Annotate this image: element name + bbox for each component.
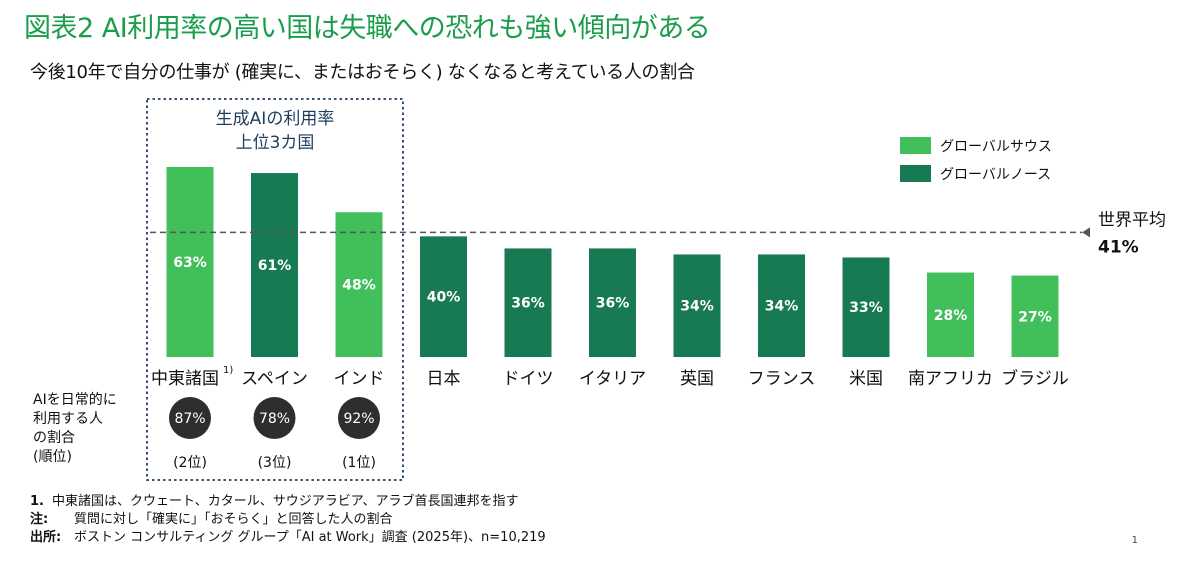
bar-value-label: 33%	[849, 300, 883, 316]
footnote-row: 1. 中東諸国は、クウェート、カタール、サウジアラビア、アラブ首長国連邦を指す	[30, 493, 546, 511]
world-average-line: 世界平均 41%	[150, 210, 1166, 257]
footnote-key: 出所:	[30, 530, 62, 545]
bar-value-label: 28%	[934, 308, 968, 324]
bar-value-label: 27%	[1018, 309, 1052, 325]
category-label: 南アフリカ	[908, 369, 993, 389]
bar-value-label: 48%	[342, 278, 376, 294]
bar-4	[420, 236, 467, 357]
category-label: インド	[334, 369, 385, 389]
bar-2	[251, 173, 298, 357]
footnote-text: ボストン コンサルティング グループ「AI at Work」調査 (2025年)…	[74, 530, 546, 545]
bar-value-label: 36%	[511, 296, 545, 312]
bar-9	[842, 257, 890, 357]
bar-11	[1011, 275, 1059, 357]
bar-value-label: 40%	[427, 290, 461, 306]
footnotes: 1. 中東諸国は、クウェート、カタール、サウジアラビア、アラブ首長国連邦を指す 注:…	[30, 493, 546, 547]
category-label: ドイツ	[503, 369, 554, 389]
legend-swatch-south	[900, 137, 931, 154]
usage-value: 87%	[174, 411, 205, 427]
reference-arrow-icon	[1082, 227, 1090, 238]
highlight-box	[146, 98, 404, 481]
footnote-row: 注: 質問に対し「確実に」「おそらく」と回答した人の割合	[30, 511, 546, 529]
category-label: 日本	[427, 369, 461, 389]
highlight-box-label-line2: 上位3カ国	[236, 133, 315, 153]
bar-value-label: 34%	[680, 299, 714, 315]
category-label: フランス	[748, 369, 816, 389]
usage-rank: (1位)	[342, 455, 376, 471]
bar-7	[673, 254, 721, 357]
category-label: 中東諸国	[151, 369, 219, 389]
category-label: ブラジル	[1001, 368, 1069, 389]
legend-label-north: グローバルノース	[940, 167, 1051, 183]
category-label: 米国	[849, 369, 883, 389]
usage-circle	[338, 397, 380, 439]
highlight-box-label-line1: 生成AIの利用率	[216, 109, 335, 129]
bar-3	[335, 212, 383, 357]
footnote-row: 出所: ボストン コンサルティング グループ「AI at Work」調査 (202…	[30, 529, 546, 547]
bar-value-label: 61%	[258, 258, 292, 274]
legend-swatch-north	[900, 165, 931, 182]
category-label: 英国	[680, 369, 714, 389]
usage-rank: (2位)	[173, 455, 207, 471]
usage-rank: (3位)	[258, 455, 292, 471]
bars-group: 63% 中東諸国 1) 61% スペイン 48% インド 40% 日本 36% ドイツ 36% イタリア…	[151, 167, 1069, 389]
bar-value-label: 63%	[173, 255, 207, 271]
usage-row-label: (順位)	[33, 449, 72, 465]
footnote-key: 注:	[30, 512, 49, 527]
bar-6	[589, 248, 636, 357]
page-number: 1	[1131, 535, 1138, 546]
usage-row-label: の割合	[33, 429, 75, 446]
footnote-text: 質問に対し「確実に」「おそらく」と回答した人の割合	[74, 512, 393, 527]
category-label: スペイン	[241, 369, 308, 389]
category-footnote-marker: 1)	[223, 365, 233, 376]
usage-value: 92%	[343, 411, 374, 427]
usage-value: 78%	[259, 411, 290, 427]
bar-5	[504, 248, 552, 357]
page-subtitle: 今後10年で自分の仕事が (確実に、またはおそらく) なくなると考えている人の割…	[30, 62, 695, 83]
reference-line-value: 41%	[1098, 237, 1139, 257]
bar-8	[758, 254, 805, 357]
footnote-text: 中東諸国は、クウェート、カタール、サウジアラビア、アラブ首長国連邦を指す	[52, 494, 519, 509]
category-label: イタリア	[579, 369, 646, 389]
bar-10	[927, 272, 974, 357]
legend-label-south: グローバルサウス	[940, 139, 1052, 155]
bar-value-label: 36%	[596, 296, 630, 312]
usage-row-label: 利用する人	[33, 411, 103, 427]
footnote-key: 1.	[30, 494, 44, 509]
bar-value-label: 34%	[765, 299, 799, 315]
reference-line-label: 世界平均	[1098, 210, 1166, 230]
usage-circle	[253, 397, 296, 439]
bar-1	[166, 167, 214, 357]
usage-circle	[169, 397, 211, 439]
page-title: 図表2 AI利用率の高い国は失職への恐れも強い傾向がある	[24, 13, 711, 44]
usage-row-label: AIを日常的に	[33, 392, 117, 408]
